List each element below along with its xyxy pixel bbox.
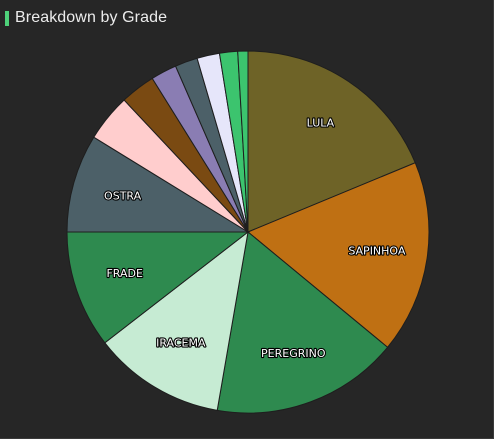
pie-slice-iracema[interactable]	[104, 230, 249, 411]
pie-labels: LULA SAPINHOA PEREGRINO IRACEMA FRADE OSTRA	[103, 115, 407, 361]
slice-label-peregrino: PEREGRINO	[261, 347, 326, 360]
title-accent-bar	[5, 10, 9, 26]
slice-label-sapinhoa: SAPINHOA	[348, 244, 406, 257]
pie-slice-peregrino[interactable]	[216, 231, 389, 414]
slice-label-ostra: OSTRA	[104, 190, 142, 203]
pie-slices	[66, 50, 430, 414]
slice-label-lula: LULA	[307, 117, 335, 130]
slice-label-frade: FRADE	[106, 267, 143, 280]
chart-title: Breakdown by Grade	[15, 9, 168, 26]
pie-slice-ostra[interactable]	[66, 136, 250, 233]
slice-label-iracema: IRACEMA	[156, 337, 206, 350]
pie-slice-sapinhoa[interactable]	[247, 162, 430, 348]
pie-slice-lula[interactable]	[247, 50, 416, 233]
pie-slice-unlabeled-12[interactable]	[237, 50, 249, 233]
panel-header: Breakdown by Grade	[5, 9, 167, 27]
pie-slice-frade[interactable]	[66, 231, 250, 344]
